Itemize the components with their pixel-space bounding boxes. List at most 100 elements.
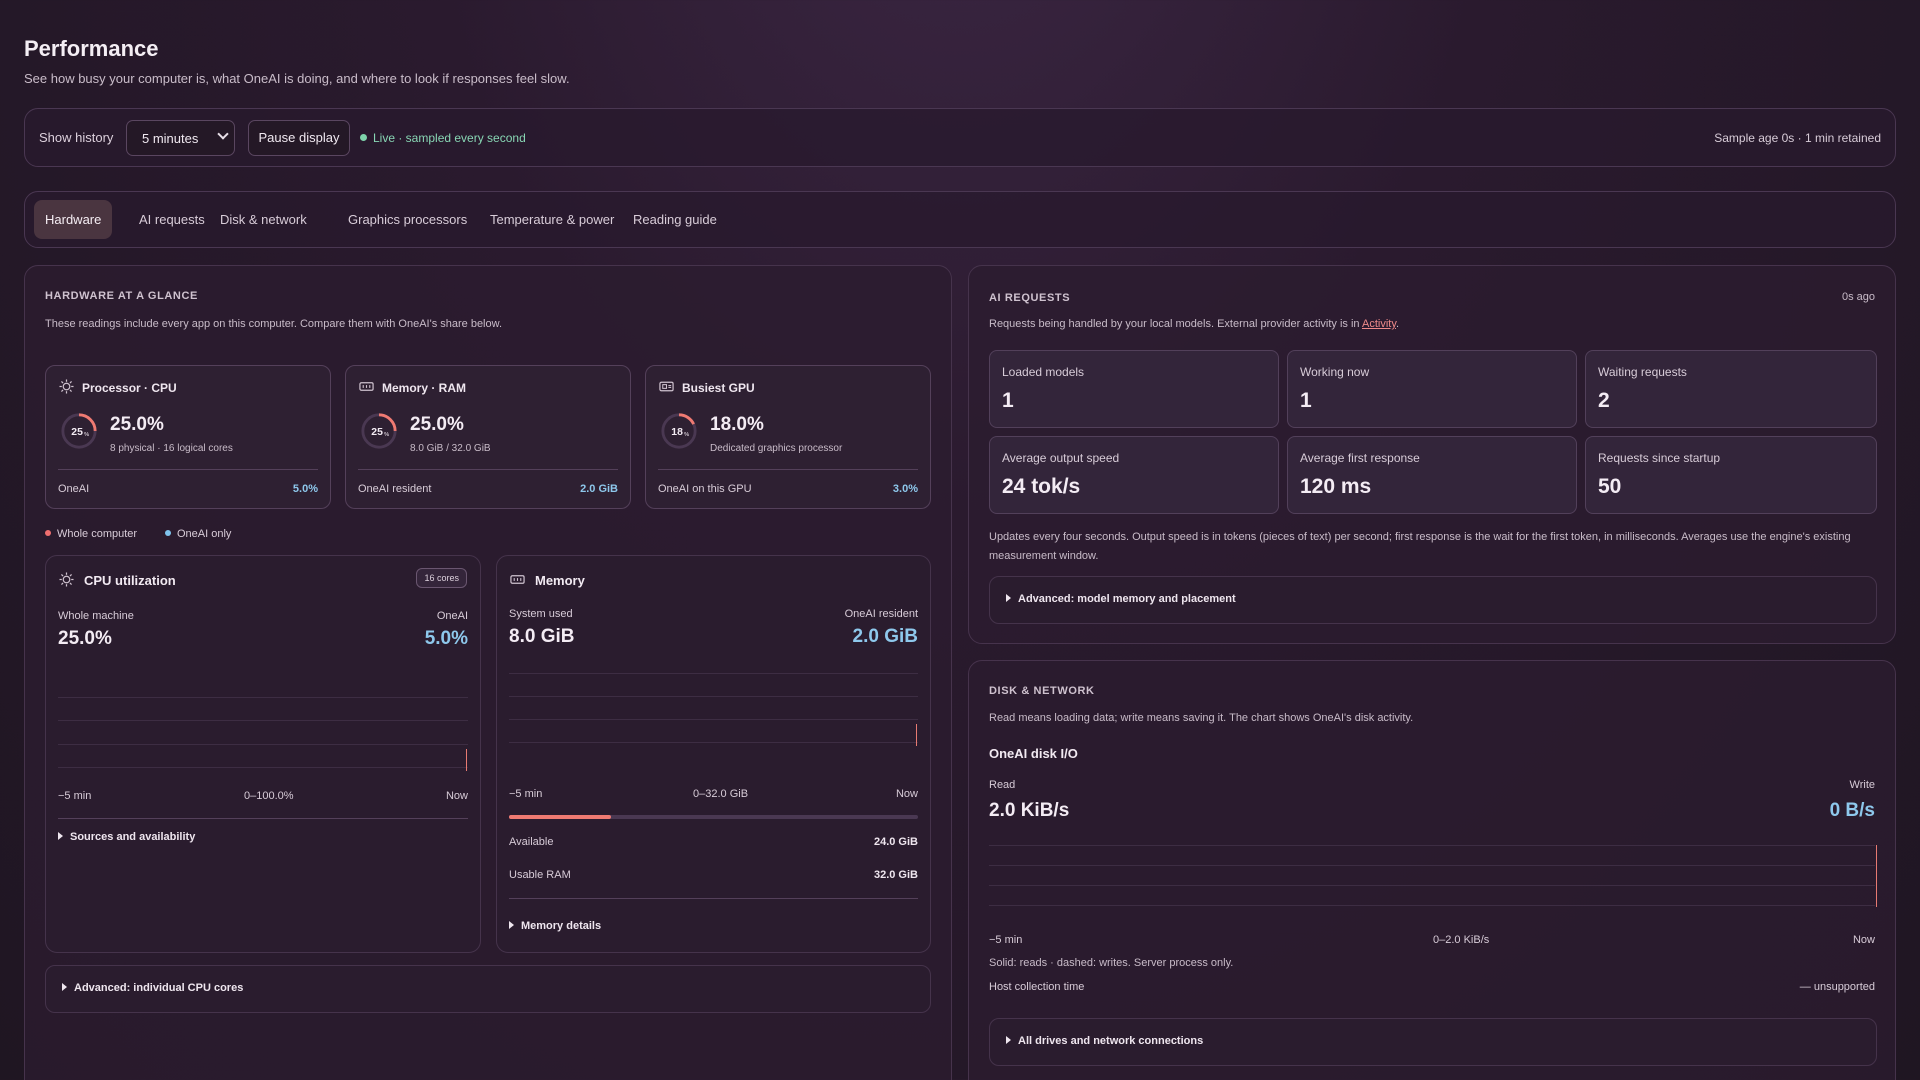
axis-end-label: Now: [1852, 934, 1875, 946]
gauge-label: 18: [671, 427, 683, 438]
tab-reading-guide[interactable]: Reading guide: [633, 212, 717, 227]
axis-start-label: −5 min: [58, 790, 92, 802]
live-status: Live · sampled every second: [360, 131, 526, 145]
disclosure-label: Advanced: individual CPU cores: [74, 982, 244, 994]
stat-value: 120 ms: [1300, 475, 1372, 498]
gridline: [58, 697, 468, 698]
disclosure-label: Advanced: model memory and placement: [1018, 593, 1236, 605]
stat-value: 50: [1598, 475, 1622, 498]
sources-availability-toggle[interactable]: Sources and availability: [58, 831, 195, 843]
stat-value: 2: [1598, 389, 1610, 412]
disk-network-description: Read means loading data; write means sav…: [989, 712, 1414, 724]
stat-label: Requests since startup: [1598, 451, 1721, 465]
stat-label: Waiting requests: [1598, 365, 1687, 379]
legend-label: OneAI only: [177, 528, 232, 540]
cpu-value: 25.0%: [110, 414, 164, 435]
stat-requests-since-startup: Requests since startup 50: [1585, 436, 1877, 514]
ai-requests-panel: AI REQUESTS 0s ago Requests being handle…: [968, 265, 1896, 644]
gridline: [989, 865, 1875, 866]
ai-requests-age: 0s ago: [1841, 291, 1875, 303]
live-status-text: Live · sampled every second: [373, 131, 526, 145]
gridline: [509, 673, 918, 674]
hardware-section-title: HARDWARE AT A GLANCE: [45, 290, 198, 302]
write-label: Write: [1849, 779, 1875, 791]
gauge-unit: %: [84, 432, 89, 438]
legend-dot-icon: [45, 530, 51, 536]
tab-hardware[interactable]: Hardware: [34, 200, 113, 239]
all-drives-toggle[interactable]: All drives and network connections: [989, 1018, 1877, 1066]
stat-loaded-models: Loaded models 1: [989, 350, 1279, 428]
activity-link[interactable]: Activity: [1361, 318, 1397, 330]
history-select-value: 5 minutes: [142, 131, 199, 146]
read-label: Read: [989, 779, 1016, 791]
system-used-value: 8.0 GiB: [509, 626, 575, 647]
gridline: [58, 720, 468, 721]
divider: [58, 818, 468, 819]
memory-footer-label: OneAI resident: [358, 483, 432, 495]
gauge-unit: %: [384, 432, 389, 438]
cpu-utilization-title: CPU utilization: [84, 573, 176, 588]
oneai-value: 5.0%: [424, 628, 468, 649]
tab-graphics-processors[interactable]: Graphics processors: [348, 212, 468, 227]
divider: [358, 469, 618, 470]
disk-read-series-line: [1876, 845, 1877, 907]
gpu-value: 18.0%: [710, 414, 764, 435]
caret-right-icon: [509, 921, 514, 929]
usable-ram-label: Usable RAM: [509, 869, 571, 881]
pause-display-button[interactable]: Pause display: [248, 120, 350, 156]
tab-ai-requests[interactable]: AI requests: [139, 212, 205, 227]
stat-label: Loaded models: [1002, 365, 1085, 379]
live-dot-icon: [360, 134, 367, 141]
page-title: Performance: [24, 36, 159, 61]
axis-start-label: −5 min: [989, 934, 1023, 946]
chevron-down-icon: [217, 128, 229, 140]
gpu-summary-card[interactable]: Busiest GPU 18 % 18.0% Dedicated graphic…: [645, 365, 931, 509]
stat-value: 24 tok/s: [1002, 475, 1081, 498]
disk-network-title: DISK & NETWORK: [989, 685, 1095, 697]
history-select[interactable]: 5 minutes: [126, 120, 235, 156]
memory-gauge: 25 %: [361, 413, 397, 449]
memory-footer-value: 2.0 GiB: [580, 483, 618, 495]
memory-details-toggle[interactable]: Memory details: [509, 920, 601, 932]
gauge-label: 25: [71, 427, 83, 438]
hardware-panel: HARDWARE AT A GLANCE These readings incl…: [24, 265, 952, 1080]
disclosure-label: All drives and network connections: [1018, 1035, 1204, 1047]
tab-bar: Hardware AI requests Disk & network Grap…: [24, 191, 1896, 248]
page-subtitle: See how busy your computer is, what OneA…: [24, 71, 570, 86]
advanced-model-memory-toggle[interactable]: Advanced: model memory and placement: [989, 576, 1877, 624]
gauge-label: 25: [371, 427, 383, 438]
tab-disk-network[interactable]: Disk & network: [220, 212, 307, 227]
whole-machine-label: Whole machine: [58, 610, 134, 622]
cpu-summary-card[interactable]: Processor · CPU 25 % 25.0% 8 physical · …: [45, 365, 331, 509]
host-collection-value: — unsupported: [1799, 981, 1875, 993]
description-text: Requests being handled by your local mod…: [989, 318, 1362, 330]
advanced-cpu-cores-toggle[interactable]: Advanced: individual CPU cores: [45, 965, 931, 1013]
available-label: Available: [509, 836, 554, 848]
cpu-icon: [59, 379, 74, 394]
hardware-description: These readings include every app on this…: [45, 318, 503, 330]
memory-title: Memory: [535, 573, 585, 588]
cpu-gauge: 25 %: [61, 413, 97, 449]
gridline: [509, 696, 918, 697]
gpu-detail: Dedicated graphics processor: [710, 443, 843, 454]
oneai-label: OneAI: [436, 610, 468, 622]
gridline: [989, 905, 1875, 906]
card-title: Processor · CPU: [82, 381, 177, 395]
memory-detail: 8.0 GiB / 32.0 GiB: [410, 443, 491, 454]
tab-temperature-power[interactable]: Temperature & power: [490, 212, 615, 227]
disk-legend-note: Solid: reads · dashed: writes. Server pr…: [989, 957, 1234, 969]
memory-panel: Memory System used OneAI resident 8.0 Gi…: [496, 555, 931, 953]
divider: [658, 469, 918, 470]
gpu-gauge: 18 %: [661, 413, 697, 449]
memory-icon: [359, 382, 374, 391]
disclosure-label: Sources and availability: [70, 831, 196, 843]
cores-badge: 16 cores: [416, 568, 467, 588]
disclosure-row: Advanced: model memory and placement: [1006, 593, 1236, 605]
gridline: [989, 845, 1875, 846]
sample-age: Sample age 0s · 1 min retained: [1714, 131, 1881, 145]
gridline: [58, 744, 468, 745]
axis-range-label: 0–2.0 KiB/s: [1433, 934, 1490, 946]
memory-summary-card[interactable]: Memory · RAM 25 % 25.0% 8.0 GiB / 32.0 G…: [345, 365, 631, 509]
stat-first-response: Average first response 120 ms: [1287, 436, 1577, 514]
available-value: 24.0 GiB: [873, 836, 918, 848]
